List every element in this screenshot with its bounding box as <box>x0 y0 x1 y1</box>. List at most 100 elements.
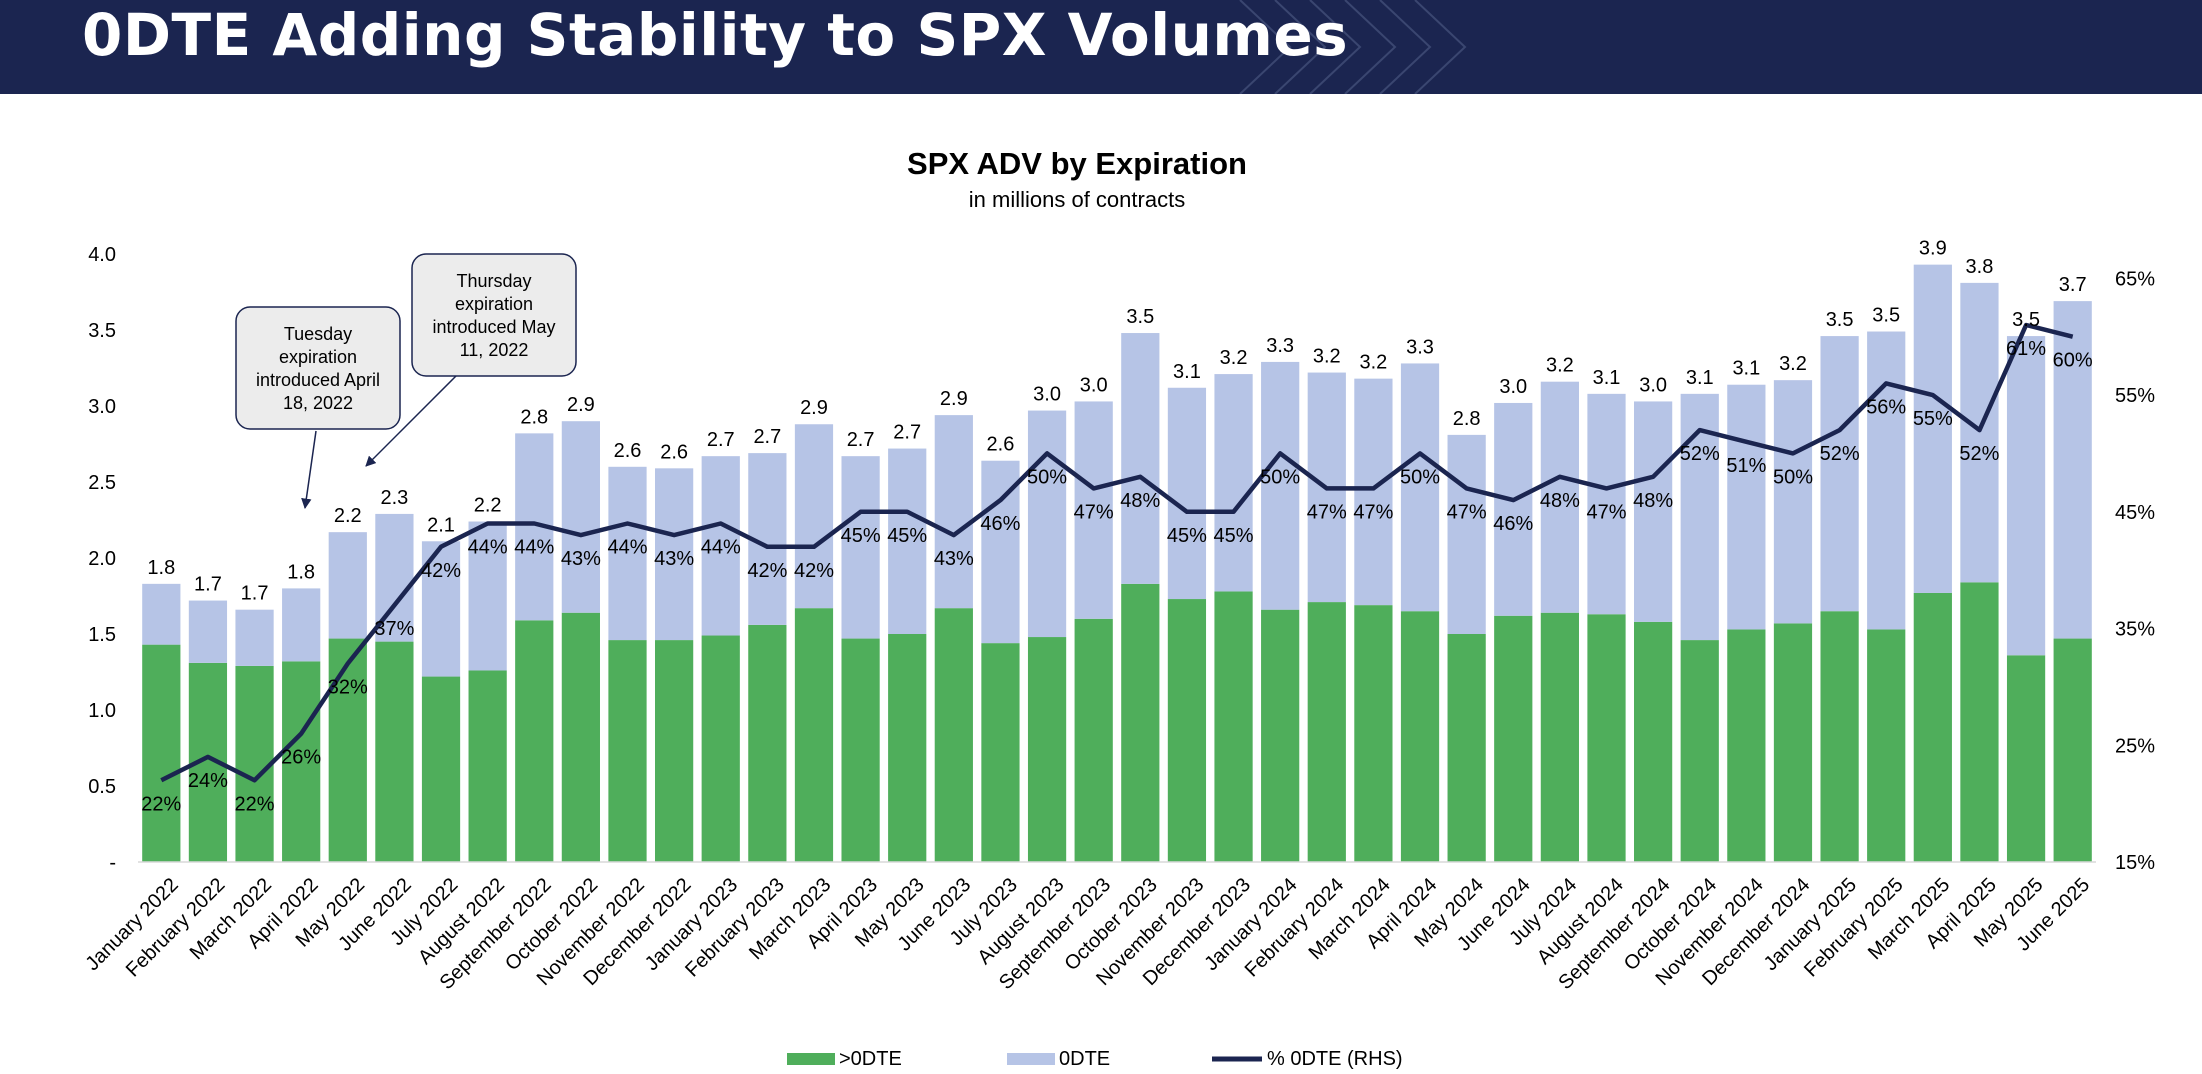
pct-label: 45% <box>841 525 881 547</box>
bar-gt0dte <box>934 608 973 862</box>
annotation-arrow <box>365 375 457 467</box>
pct-label: 45% <box>887 525 927 547</box>
bar-gt0dte <box>1680 640 1719 862</box>
bar-0dte <box>841 456 880 639</box>
pct-label: 43% <box>561 548 601 570</box>
bar-gt0dte <box>1307 602 1346 862</box>
pct-label: 44% <box>468 536 508 558</box>
bar-0dte <box>1867 331 1906 630</box>
bar-0dte <box>1587 393 1626 615</box>
total-label: 2.6 <box>614 440 642 462</box>
total-label: 2.9 <box>800 397 828 419</box>
bar-0dte <box>1727 384 1766 630</box>
bar-gt0dte <box>701 635 740 862</box>
total-label: 2.6 <box>987 434 1015 456</box>
bar-gt0dte <box>235 665 274 862</box>
bar-gt0dte <box>1960 582 1999 862</box>
bar-gt0dte <box>1214 591 1253 862</box>
bar-0dte <box>701 456 740 636</box>
pct-label: 48% <box>1633 490 1673 512</box>
bar-0dte <box>2053 301 2092 639</box>
y-left-tick-label: 3.0 <box>88 396 116 418</box>
bar-gt0dte <box>1587 614 1626 862</box>
pct-label: 61% <box>2006 338 2046 360</box>
annotation-text: expiration <box>279 347 357 367</box>
bar-gt0dte <box>1820 611 1859 862</box>
bar-gt0dte <box>1354 605 1393 862</box>
bar-gt0dte <box>328 638 367 862</box>
total-label: 2.6 <box>660 441 688 463</box>
pct-label: 45% <box>1214 525 1254 547</box>
total-label: 3.1 <box>1593 367 1621 389</box>
pct-label: 47% <box>1447 501 1487 523</box>
bar-gt0dte <box>1027 637 1067 862</box>
total-label: 3.1 <box>1732 358 1760 380</box>
chart-subtitle: in millions of contracts <box>969 187 1185 212</box>
pct-label: 46% <box>980 513 1020 535</box>
total-label: 3.5 <box>2012 309 2040 331</box>
y-right-tick-label: 35% <box>2115 619 2155 641</box>
annotation-callout <box>235 306 401 430</box>
bar-0dte <box>1400 363 1440 612</box>
bar-0dte <box>1027 410 1067 638</box>
pct-label: 51% <box>1726 455 1766 477</box>
pct-label: 32% <box>328 677 368 699</box>
total-label: 2.7 <box>753 426 781 448</box>
pct-label: 47% <box>1353 501 1393 523</box>
pct-label: 45% <box>1167 525 1207 547</box>
annotation-text: introduced April <box>256 370 380 390</box>
bar-0dte <box>794 424 834 609</box>
bar-0dte <box>188 600 228 663</box>
annotation-text: Tuesday <box>284 324 352 344</box>
legend-swatch-gt0dte <box>787 1053 835 1065</box>
total-label: 1.8 <box>287 561 315 583</box>
bar-gt0dte <box>2006 655 2046 862</box>
annotation-text: 11, 2022 <box>460 340 529 360</box>
bar-gt0dte <box>841 638 880 862</box>
bar-0dte <box>1820 336 1859 612</box>
total-label: 3.0 <box>1639 374 1667 396</box>
pct-label: 52% <box>1959 443 1999 465</box>
bar-0dte <box>1121 333 1160 584</box>
bar-gt0dte <box>561 612 600 862</box>
y-left-tick-label: - <box>109 852 116 874</box>
total-label: 2.8 <box>520 406 548 428</box>
pct-label: 52% <box>1680 443 1720 465</box>
y-right-tick-label: 45% <box>2115 502 2155 524</box>
pct-label: 37% <box>374 618 414 640</box>
total-label: 2.7 <box>707 429 735 451</box>
pct-label: 26% <box>281 747 321 769</box>
bar-0dte <box>235 609 274 666</box>
total-label: 3.0 <box>1033 384 1061 406</box>
bar-0dte <box>1261 361 1300 610</box>
annotation-arrow <box>301 430 317 510</box>
total-label: 1.7 <box>241 583 269 605</box>
bar-0dte <box>1214 374 1253 592</box>
annotation-text: 18, 2022 <box>283 393 353 413</box>
pct-label: 22% <box>235 793 275 815</box>
pct-label: 47% <box>1074 501 1114 523</box>
pct-label: 22% <box>141 793 181 815</box>
legend-label-line: % 0DTE (RHS) <box>1267 1048 1403 1070</box>
bar-gt0dte <box>1540 612 1579 862</box>
pct-label: 44% <box>701 536 741 558</box>
total-label: 2.9 <box>940 388 968 410</box>
y-left-tick-label: 1.0 <box>88 700 116 722</box>
bar-0dte <box>655 468 694 641</box>
bar-0dte <box>1167 387 1207 600</box>
pct-label: 46% <box>1493 513 1533 535</box>
header-banner: 0DTE Adding Stability to SPX Volumes <box>0 0 2202 94</box>
pct-label: 50% <box>1260 466 1300 488</box>
bar-gt0dte <box>655 640 694 862</box>
total-label: 1.8 <box>147 557 175 579</box>
pct-label: 48% <box>1540 490 1580 512</box>
pct-label: 47% <box>1586 501 1626 523</box>
bar-gt0dte <box>1074 618 1113 862</box>
bar-0dte <box>1960 282 1999 583</box>
annotation-text: introduced May <box>432 317 555 337</box>
page-title: 0DTE Adding Stability to SPX Volumes <box>82 1 1349 69</box>
bar-0dte <box>2006 336 2046 656</box>
total-label: 3.8 <box>1966 256 1994 278</box>
total-label: 3.2 <box>1220 347 1248 369</box>
total-label: 2.2 <box>474 495 502 517</box>
